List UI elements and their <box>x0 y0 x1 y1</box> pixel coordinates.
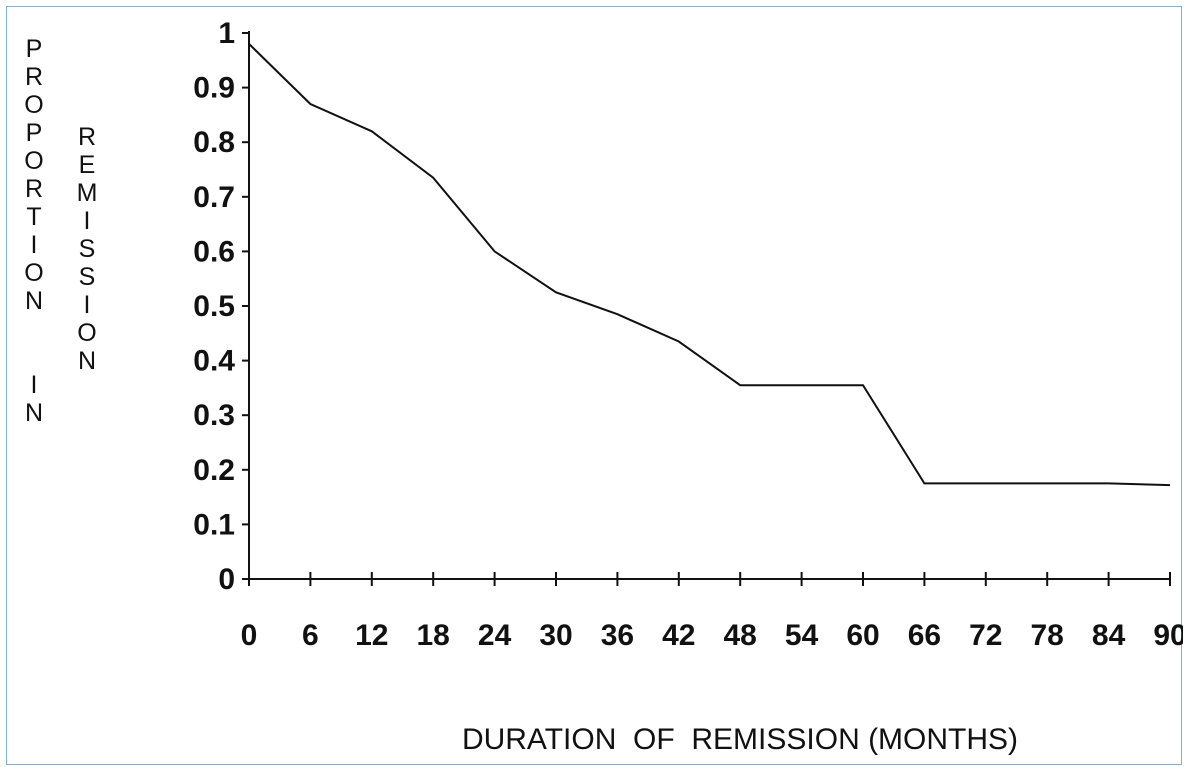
y-axis-label-letter: E <box>79 151 96 179</box>
x-tick-label: 18 <box>417 619 450 652</box>
x-tick-label: 72 <box>969 619 1002 652</box>
y-tick-label: 0.2 <box>193 454 235 487</box>
series-line-proportion-in-remission <box>248 43 1171 487</box>
y-tick-label: 0.7 <box>193 181 235 214</box>
x-axis-title: DURATION OF REMISSION (MONTHS) <box>462 723 1018 756</box>
y-axis-label-letter: T <box>26 203 41 231</box>
x-tick-label: 30 <box>539 619 572 652</box>
x-tick-label: 84 <box>1092 619 1126 652</box>
y-axis-label-letter: N <box>25 399 43 427</box>
y-axis-label-letter: P <box>26 35 43 63</box>
y-tick-label: 0.9 <box>193 72 235 105</box>
y-tick-label: 1 <box>218 17 235 50</box>
y-axis-label-letter: O <box>24 259 43 287</box>
y-axis-label-letter: R <box>25 175 43 203</box>
y-tick-label: 0.6 <box>193 235 235 268</box>
x-tick-label: 36 <box>601 619 634 652</box>
x-tick-label: 66 <box>908 619 941 652</box>
y-tick-label: 0.8 <box>193 126 235 159</box>
y-tick-label: 0 <box>218 563 235 596</box>
y-axis-label-letter: R <box>25 63 43 91</box>
x-tick-label: 78 <box>1031 619 1064 652</box>
y-axis-label-letter: O <box>24 91 43 119</box>
x-tick-label: 60 <box>846 619 879 652</box>
y-axis-label-letter: N <box>78 347 96 375</box>
x-tick-label: 6 <box>302 619 319 652</box>
y-axis-ticks: 0 0.1 0.2 0.3 0.4 0.5 0.6 0.7 0.8 0.9 1 <box>193 17 249 596</box>
y-axis-label-letter: R <box>78 123 96 151</box>
y-axis-label-letter: S <box>79 263 96 291</box>
x-tick-label: 90 <box>1153 619 1183 652</box>
x-tick-label: 0 <box>241 619 258 652</box>
y-axis-label-letter: I <box>31 371 38 399</box>
y-tick-label: 0.5 <box>193 290 235 323</box>
y-tick-label: 0.3 <box>193 399 235 432</box>
x-tick-label: 48 <box>724 619 757 652</box>
y-axis-label-letter: M <box>77 179 98 207</box>
y-axis-label-letter: P <box>26 119 43 147</box>
y-tick-label: 0.4 <box>193 345 235 378</box>
y-axis-label-letter: I <box>31 231 38 259</box>
x-tick-label: 54 <box>785 619 819 652</box>
x-tick-label: 12 <box>355 619 388 652</box>
y-axis-label-letter: N <box>25 287 43 315</box>
y-axis-label-letter: I <box>84 207 91 235</box>
y-axis-label-letter: O <box>24 147 43 175</box>
x-tick-label: 42 <box>662 619 695 652</box>
y-axis-label-letter: I <box>84 291 91 319</box>
x-tick-label: 24 <box>478 619 512 652</box>
y-axis-label-letter: S <box>79 235 96 263</box>
x-axis-ticks: 0 6 12 18 24 30 36 42 48 54 60 66 72 78 84 90 <box>241 572 1183 652</box>
y-axis-label-letter: O <box>77 319 96 347</box>
y-tick-label: 0.1 <box>193 508 235 541</box>
